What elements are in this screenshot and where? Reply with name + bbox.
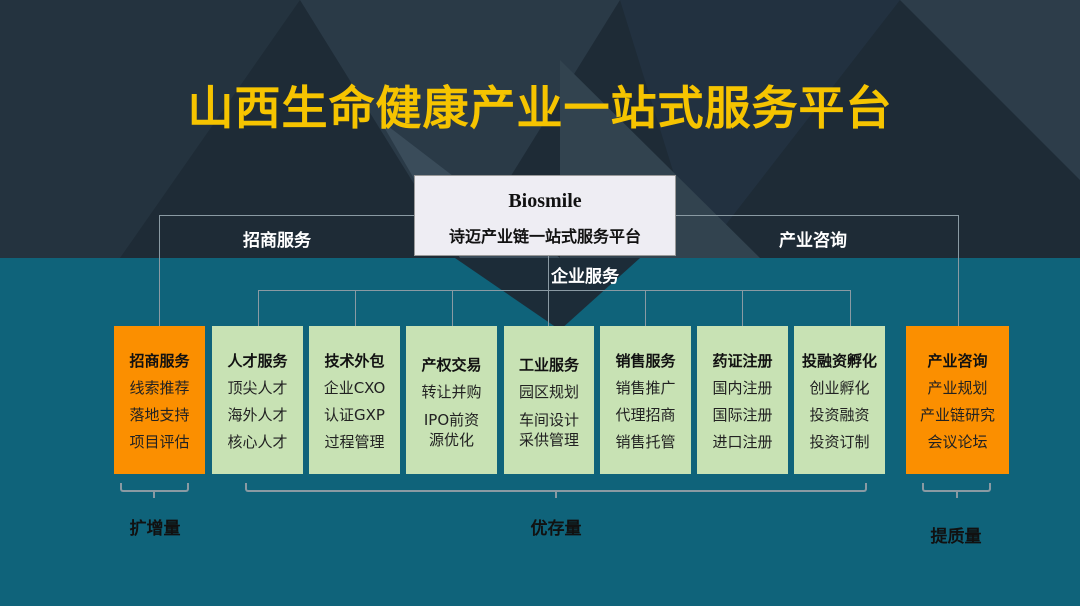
box-item: 企业CXO: [323, 379, 386, 397]
platform-box: Biosmile 诗迈产业链一站式服务平台: [414, 175, 676, 256]
page-title: 山西生命健康产业一站式服务平台: [187, 81, 893, 135]
group-label: 扩增量: [129, 519, 181, 539]
box-title: 招商服务: [129, 352, 190, 370]
platform-name-zh: 诗迈产业链一站式服务平台: [448, 227, 641, 246]
box-item: 代理招商: [615, 406, 676, 424]
box-item: 投资融资: [809, 406, 870, 424]
box-item: 投资订制: [809, 433, 870, 451]
box-title: 销售服务: [615, 352, 676, 370]
connector: [742, 290, 743, 326]
box-item: 车间设计采供管理: [518, 411, 579, 449]
connector: [452, 290, 453, 326]
service-box: 产业咨询 产业规划 产业链研究 会议论坛: [906, 326, 1009, 474]
branch-left-label: 招商服务: [243, 231, 311, 251]
service-box: 产权交易 转让并购 IPO前资源优化: [406, 326, 497, 474]
box-item: 产业链研究: [919, 406, 995, 424]
connector: [645, 290, 646, 326]
branch-right-label: 产业咨询: [779, 231, 847, 251]
platform-name-en: Biosmile: [508, 190, 582, 212]
box-item: IPO前资源优化: [423, 411, 480, 449]
box-title: 产权交易: [421, 356, 482, 374]
box-item: 进口注册: [712, 433, 773, 451]
service-box: 投融资孵化 创业孵化 投资融资 投资订制: [794, 326, 885, 474]
box-title: 产业咨询: [927, 352, 988, 370]
box-title: 技术外包: [324, 352, 385, 370]
connector: [258, 290, 850, 291]
service-box: 药证注册 国内注册 国际注册 进口注册: [697, 326, 788, 474]
service-box: 工业服务 园区规划 车间设计采供管理: [504, 326, 594, 474]
box-item: 线索推荐: [129, 379, 190, 397]
service-box: 招商服务 线索推荐 落地支持 项目评估: [114, 326, 205, 474]
box-item: 项目评估: [129, 433, 190, 451]
connector: [159, 215, 160, 326]
box-item: 转让并购: [421, 383, 482, 401]
bracket-tick: [153, 491, 155, 498]
box-item: 创业孵化: [809, 379, 870, 397]
box-item: 顶尖人才: [227, 379, 288, 397]
box-item: 国内注册: [712, 379, 773, 397]
connector: [548, 290, 549, 326]
box-item: 销售托管: [615, 433, 676, 451]
service-box: 人才服务 顶尖人才 海外人才 核心人才: [212, 326, 303, 474]
group-label: 提质量: [930, 527, 982, 547]
box-title: 药证注册: [712, 352, 773, 370]
box-item: 销售推广: [615, 379, 676, 397]
box-item: 海外人才: [227, 406, 288, 424]
box-item: 园区规划: [518, 383, 579, 401]
connector: [548, 256, 549, 290]
box-item: 核心人才: [227, 433, 288, 451]
box-item: 落地支持: [129, 406, 190, 424]
box-title: 投融资孵化: [801, 352, 877, 370]
box-item: 认证GXP: [324, 406, 385, 424]
box-item: 过程管理: [324, 433, 385, 451]
bracket-tick: [956, 491, 958, 498]
group-label: 优存量: [530, 519, 582, 539]
connector: [355, 290, 356, 326]
service-box: 技术外包 企业CXO 认证GXP 过程管理: [309, 326, 400, 474]
box-title: 工业服务: [518, 356, 579, 374]
connector: [850, 290, 851, 326]
box-item: 会议论坛: [927, 433, 988, 451]
service-box: 销售服务 销售推广 代理招商 销售托管: [600, 326, 691, 474]
connector: [258, 290, 259, 326]
box-item: 产业规划: [927, 379, 988, 397]
bracket-tick: [555, 491, 557, 498]
box-title: 人才服务: [227, 352, 288, 370]
connector: [958, 215, 959, 326]
box-item: 国际注册: [712, 406, 773, 424]
branch-center-label: 企业服务: [551, 267, 619, 287]
